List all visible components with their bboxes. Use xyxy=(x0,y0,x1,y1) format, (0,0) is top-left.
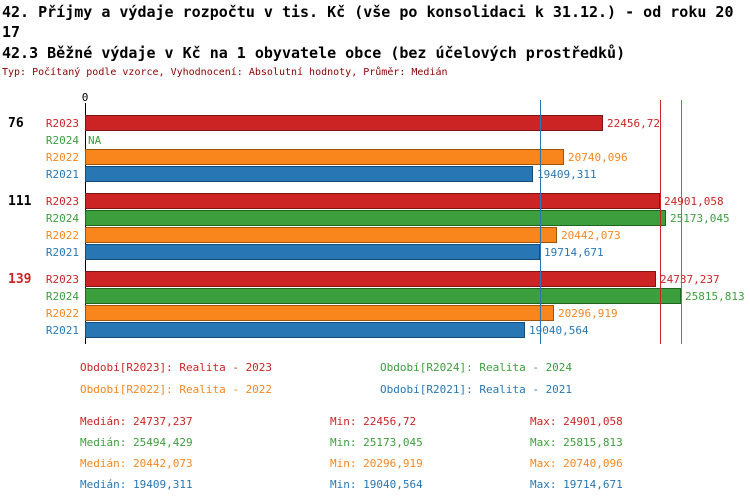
bar-value-R2023-group-139: 24737,237 xyxy=(660,273,720,286)
bar-R2024-group-139 xyxy=(85,288,681,304)
bar-value-R2021-group-111: 19714,671 xyxy=(544,246,604,259)
row-label-R2023-group-139: R2023 xyxy=(45,273,79,286)
max-reference-line-R2023 xyxy=(660,100,661,344)
stat-min-R2023: Min: 22456,72 xyxy=(330,415,417,428)
bar-value-R2022-group-139: 20296,919 xyxy=(558,307,618,320)
chart-meta-info: Typ: Počítaný podle vzorce, Vyhodnocení:… xyxy=(2,67,448,78)
bar-R2022-group-76 xyxy=(85,149,564,165)
row-label-R2022-group-139: R2022 xyxy=(45,307,79,320)
bar-R2021-group-139 xyxy=(85,322,525,338)
legend-item-R2021: Období[R2021]: Realita - 2021 xyxy=(380,383,573,396)
stat-median-R2022: Medián: 20442,073 xyxy=(80,457,193,470)
row-label-R2021-group-139: R2021 xyxy=(45,324,79,337)
bar-R2021-group-76 xyxy=(85,166,533,182)
legend-item-R2022: Období[R2022]: Realita - 2022 xyxy=(80,383,273,396)
row-label-R2024-group-76: R2024 xyxy=(45,134,79,147)
row-label-R2021-group-76: R2021 xyxy=(45,168,79,181)
row-label-R2024-group-111: R2024 xyxy=(45,212,79,225)
group-label-76: 76 xyxy=(8,116,24,131)
bar-R2024-group-111 xyxy=(85,210,666,226)
x-axis-zero-label: 0 xyxy=(81,91,89,104)
bar-R2023-group-76 xyxy=(85,115,603,131)
row-label-R2021-group-111: R2021 xyxy=(45,246,79,259)
row-label-R2022-group-76: R2022 xyxy=(45,151,79,164)
group-label-111: 111 xyxy=(8,194,32,209)
chart-subtitle: 42.3 Běžné výdaje v Kč na 1 obyvatele ob… xyxy=(2,44,626,62)
bar-value-R2024-group-111: 25173,045 xyxy=(670,212,730,225)
legend-item-R2023: Období[R2023]: Realita - 2023 xyxy=(80,361,273,374)
bar-value-R2021-group-139: 19040,564 xyxy=(529,324,589,337)
row-label-R2023-group-76: R2023 xyxy=(45,117,79,130)
bar-value-R2023-group-76: 22456,72 xyxy=(607,117,660,130)
stat-median-R2021: Medián: 19409,311 xyxy=(80,478,193,491)
bar-R2021-group-111 xyxy=(85,244,540,260)
stat-max-R2022: Max: 20740,096 xyxy=(530,457,623,470)
bar-value-R2024-group-139: 25815,813 xyxy=(685,290,745,303)
row-label-R2022-group-111: R2022 xyxy=(45,229,79,242)
stat-max-R2023: Max: 24901,058 xyxy=(530,415,623,428)
bar-R2023-group-139 xyxy=(85,271,656,287)
stat-median-R2023: Medián: 24737,237 xyxy=(80,415,193,428)
stat-min-R2024: Min: 25173,045 xyxy=(330,436,423,449)
row-label-R2024-group-139: R2024 xyxy=(45,290,79,303)
max-reference-line-R2024 xyxy=(681,100,682,344)
legend-item-R2024: Období[R2024]: Realita - 2024 xyxy=(380,361,573,374)
bar-R2022-group-111 xyxy=(85,227,557,243)
max-reference-line-R2021 xyxy=(540,100,541,344)
bar-value-R2024-group-76: NA xyxy=(88,134,102,147)
stat-median-R2024: Medián: 25494,429 xyxy=(80,436,193,449)
stat-min-R2021: Min: 19040,564 xyxy=(330,478,423,491)
row-label-R2023-group-111: R2023 xyxy=(45,195,79,208)
bar-value-R2022-group-111: 20442,073 xyxy=(561,229,621,242)
group-label-139: 139 xyxy=(8,272,32,287)
bar-R2023-group-111 xyxy=(85,193,660,209)
stat-max-R2024: Max: 25815,813 xyxy=(530,436,623,449)
stat-max-R2021: Max: 19714,671 xyxy=(530,478,623,491)
bar-value-R2021-group-76: 19409,311 xyxy=(537,168,597,181)
bar-R2022-group-139 xyxy=(85,305,554,321)
chart-title: 42. Příjmy a výdaje rozpočtu v tis. Kč (… xyxy=(2,3,734,41)
bar-value-R2022-group-76: 20740,096 xyxy=(568,151,628,164)
bar-value-R2023-group-111: 24901,058 xyxy=(664,195,724,208)
stat-min-R2022: Min: 20296,919 xyxy=(330,457,423,470)
